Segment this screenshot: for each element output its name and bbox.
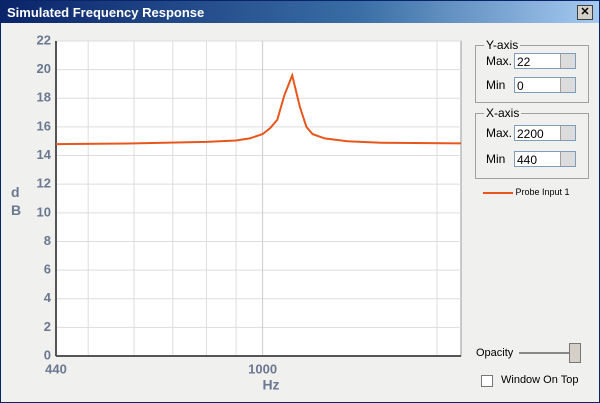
y-tick-label: 2 (44, 319, 51, 334)
x-axis-group: X-axis Max. 2200 Min 440 (475, 106, 589, 179)
y-tick-label: 22 (37, 32, 51, 47)
x-axis-label: Hz (262, 377, 279, 393)
opacity-slider[interactable] (519, 343, 581, 363)
x-tick-label: 440 (45, 361, 67, 376)
min-label: Min (486, 152, 506, 166)
legend: Probe Input 1 (483, 187, 570, 197)
checkbox[interactable] (481, 375, 493, 387)
x-min-input[interactable]: 440 (514, 151, 576, 167)
y-min-input[interactable]: 0 (514, 77, 576, 93)
plot-area (55, 40, 462, 357)
max-label: Max. (486, 54, 513, 68)
close-button[interactable]: ✕ (577, 5, 593, 20)
y-tick-label: 16 (37, 118, 51, 133)
group-title: Y-axis (484, 38, 521, 52)
legend-swatch (483, 191, 513, 194)
title-bar: Simulated Frequency Response ✕ (1, 1, 599, 23)
y-tick-label: 8 (44, 233, 51, 248)
y-max-input[interactable]: 22 (514, 53, 576, 69)
legend-label: Probe Input 1 (515, 187, 570, 197)
group-title: X-axis (484, 106, 522, 120)
y-tick-label: 20 (37, 61, 51, 76)
y-tick-label: 14 (37, 147, 52, 162)
max-label: Max. (486, 126, 513, 140)
series-line (55, 72, 462, 146)
y-axis-label: dB (11, 184, 22, 218)
y-tick-label: 18 (37, 90, 51, 105)
y-tick-label: 12 (37, 176, 51, 191)
min-label: Min (486, 78, 506, 92)
y-axis-group: Y-axis Max. 22 Min 0 (475, 38, 589, 103)
checkbox-label: Window On Top (501, 374, 579, 386)
x-tick-label: 1000 (248, 361, 277, 376)
y-tick-label: 6 (44, 262, 51, 277)
window-title: Simulated Frequency Response (7, 5, 205, 20)
y-tick-label: 4 (44, 290, 52, 305)
y-tick-label: 10 (37, 204, 51, 219)
slider-thumb[interactable] (569, 343, 581, 363)
x-max-input[interactable]: 2200 (514, 125, 576, 141)
opacity-label: Opacity (476, 347, 514, 359)
y-tick-label: 0 (44, 347, 51, 362)
